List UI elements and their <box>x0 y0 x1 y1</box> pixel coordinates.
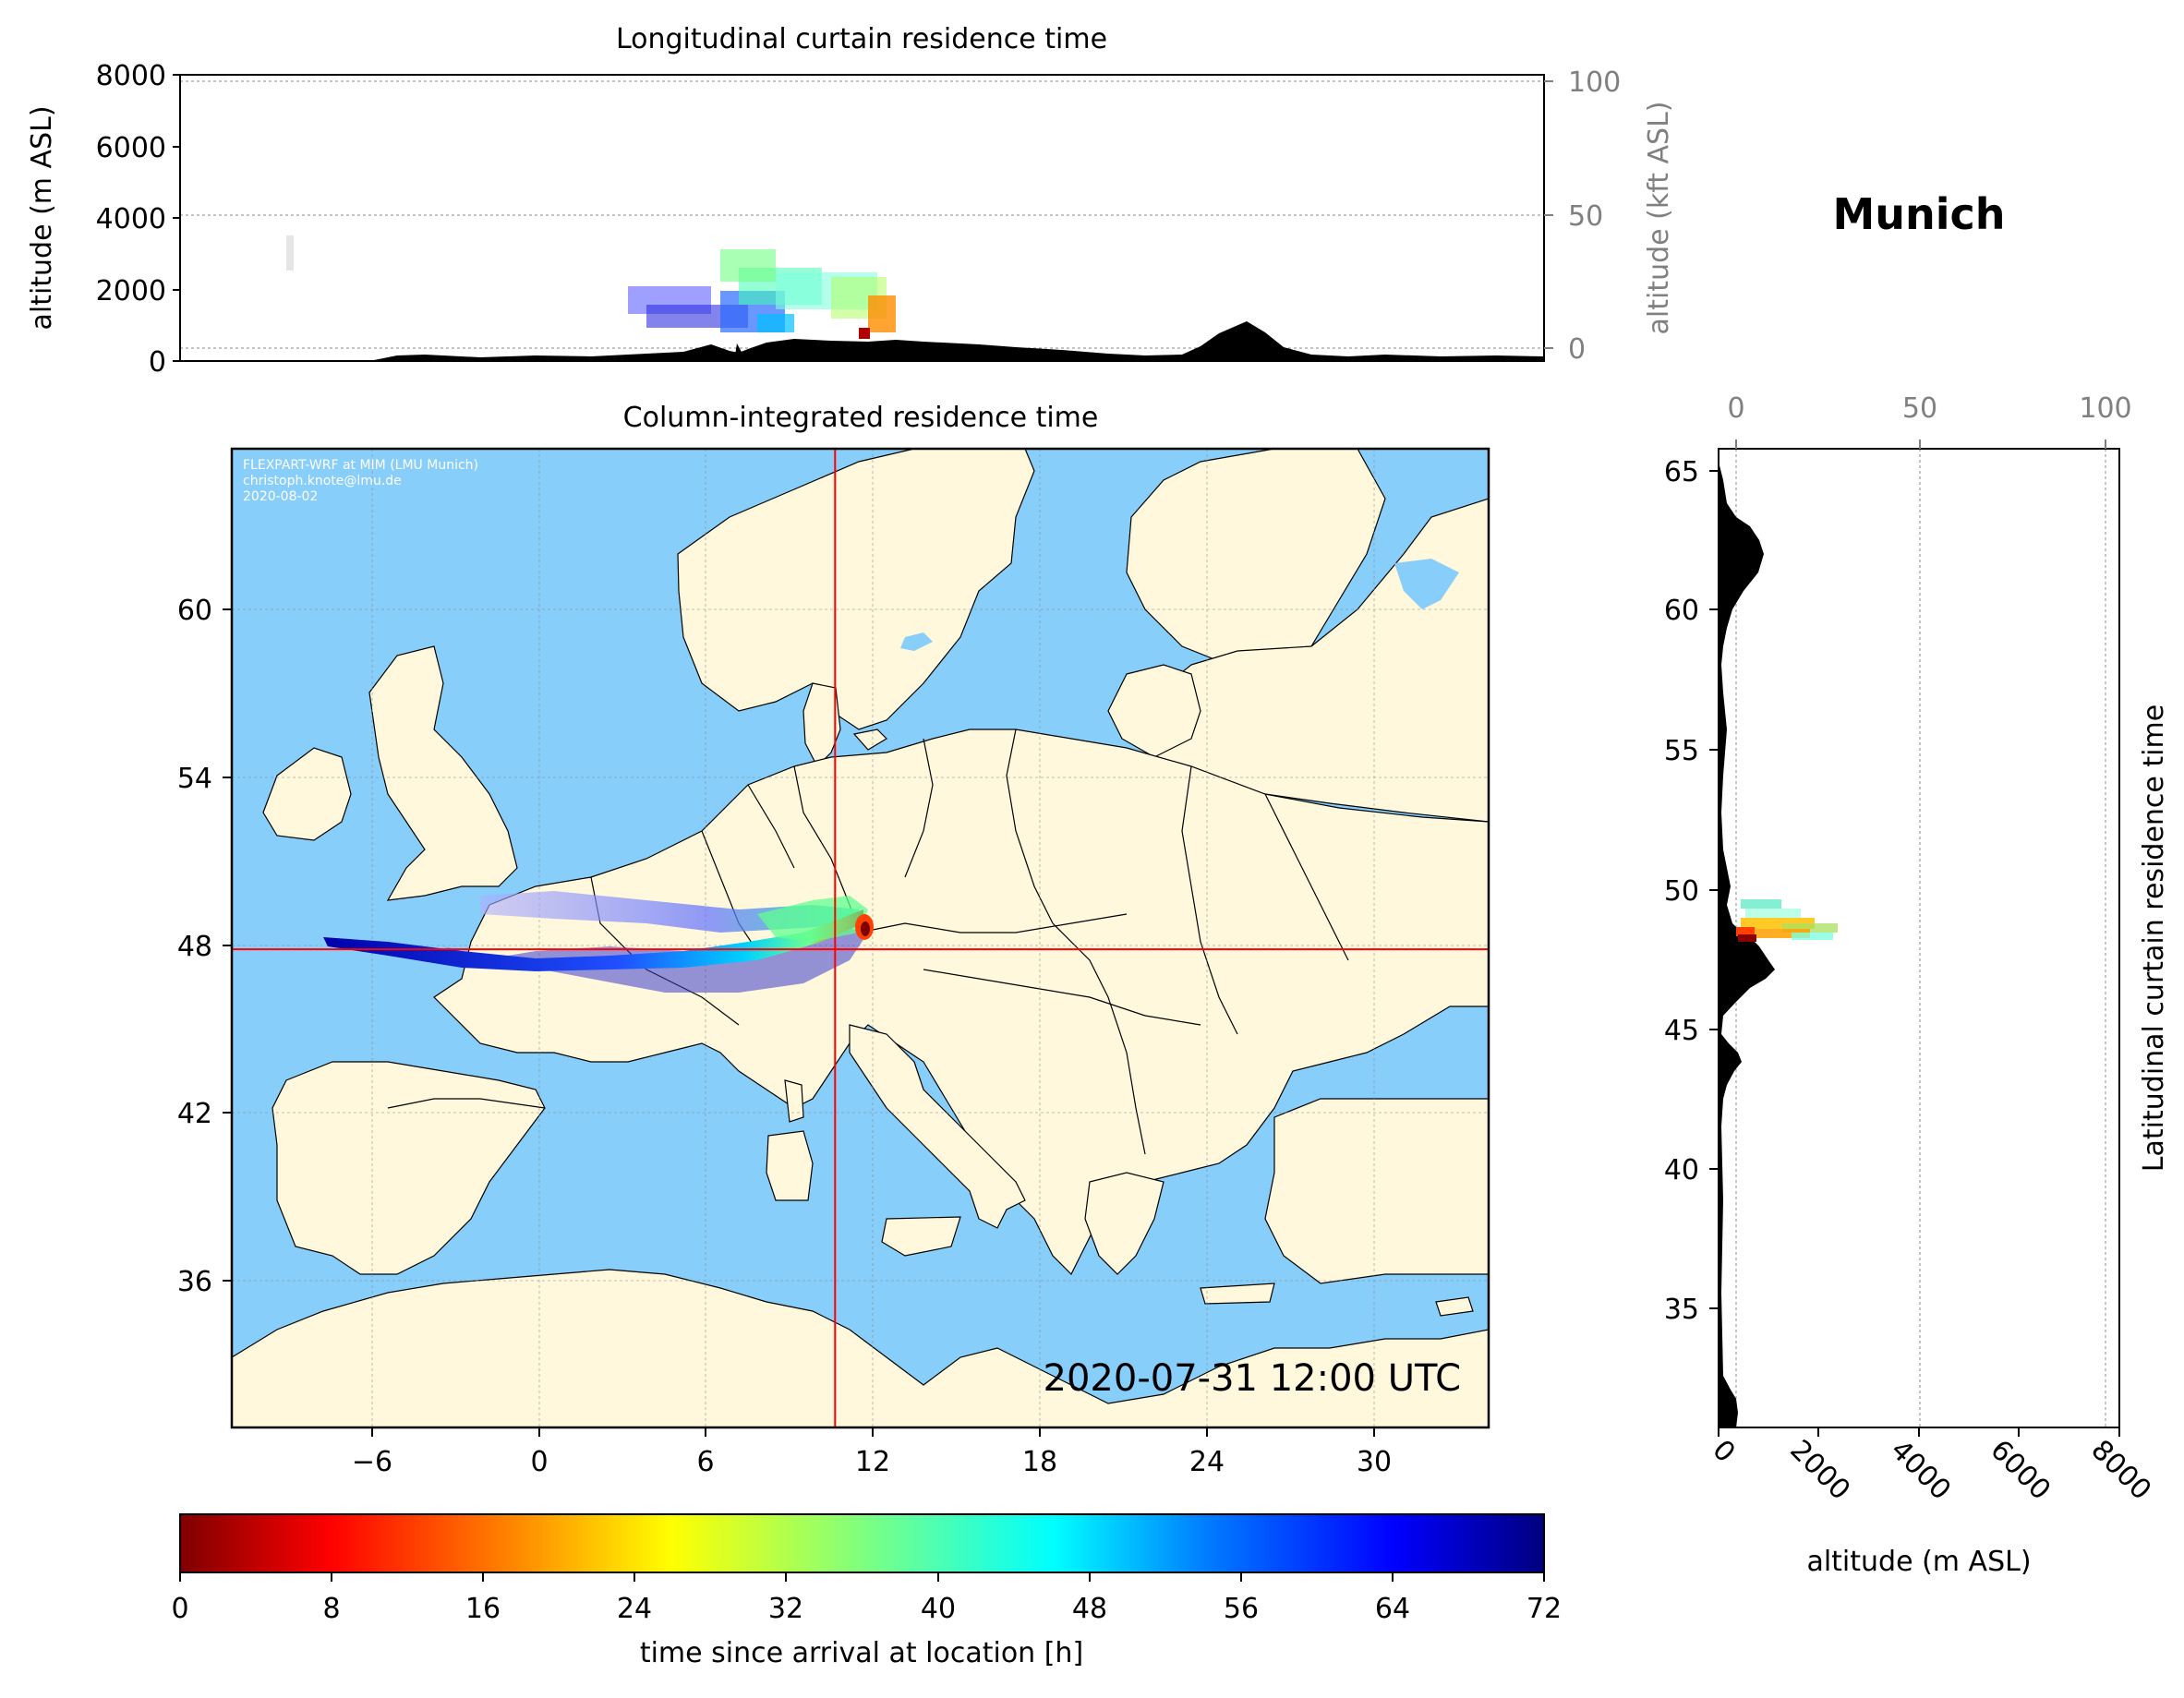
colorbar: 0 8 16 24 32 40 48 56 64 72 time since a… <box>171 1513 1562 1669</box>
side-xtick-bottom-label: 0 <box>1706 1434 1741 1469</box>
map-yticks: 36 42 48 54 60 <box>177 595 232 1298</box>
side-ytick-label: 55 <box>1664 735 1699 767</box>
map-timestamp: 2020-07-31 12:00 UTC <box>1044 1357 1461 1400</box>
top-ytick-label: 2000 <box>96 275 166 307</box>
top-ylabel: altitude (m ASL) <box>26 105 58 330</box>
map-gridlines <box>232 449 1489 1427</box>
scandinavia <box>677 449 1035 730</box>
side-ytick-label: 35 <box>1664 1294 1699 1326</box>
colorbar-ticks: 0 8 16 24 32 40 48 56 64 72 <box>171 1572 1562 1625</box>
colorbar-tick-label: 64 <box>1375 1593 1410 1625</box>
side-ytick-label: 50 <box>1664 875 1699 908</box>
lake-vanern <box>900 632 933 651</box>
top-ytick-label: 8000 <box>96 60 166 92</box>
credit-line: FLEXPART-WRF at MIM (LMU Munich) <box>243 458 478 473</box>
map-xtick-label: 18 <box>1022 1446 1057 1478</box>
colorbar-tick-label: 0 <box>171 1593 188 1625</box>
side-xtick-bottom-label: 4000 <box>1884 1434 1957 1507</box>
longitudinal-curtain-panel: Longitudinal curtain residence time <box>26 23 1675 379</box>
map-title: Column-integrated residence time <box>623 402 1099 434</box>
map-xtick-label: 30 <box>1357 1446 1392 1478</box>
map-panel: Column-integrated residence time <box>177 402 1490 1478</box>
map-plume <box>323 891 874 993</box>
turkey <box>1264 1098 1489 1284</box>
cyprus <box>1435 1296 1474 1317</box>
iberia <box>271 1061 546 1275</box>
colorbar-tick-label: 56 <box>1224 1593 1259 1625</box>
map-ytick-label: 54 <box>177 763 212 795</box>
map-ytick-label: 48 <box>177 931 212 963</box>
side-ytick-label: 40 <box>1664 1154 1699 1186</box>
side-xticks-top: 0 50 100 <box>1727 392 2132 449</box>
side-xlabel: altitude (m ASL) <box>1806 1546 2031 1578</box>
map-credit: FLEXPART-WRF at MIM (LMU Munich) christo… <box>243 458 478 504</box>
side-terrain <box>1719 462 1775 1427</box>
side-xtick-top-label: 0 <box>1727 392 1744 425</box>
map-ytick-label: 36 <box>177 1266 212 1298</box>
side-panel-title: Latitudinal curtain residence time <box>2138 704 2170 1172</box>
top-ytick-right-label: 0 <box>1568 333 1586 366</box>
colorbar-tick-label: 16 <box>465 1593 501 1625</box>
side-xticks-bottom: 0 2000 4000 6000 8000 <box>1706 1427 2157 1507</box>
top-ytick-label: 6000 <box>96 132 166 164</box>
top-ytick-label: 0 <box>149 346 166 379</box>
top-yticks-right: 0 50 100 <box>1544 66 1621 366</box>
side-xtick-top-label: 50 <box>1902 392 1937 425</box>
italy <box>849 1024 1026 1229</box>
great-britain <box>368 645 518 901</box>
sardinia <box>766 1130 814 1201</box>
colorbar-tick-label: 24 <box>617 1593 652 1625</box>
map-xticks: −6 0 6 12 18 24 30 <box>352 1427 1392 1478</box>
map-xtick-label: 12 <box>855 1446 890 1478</box>
corsica <box>784 1079 804 1123</box>
top-terrain <box>180 321 1544 361</box>
map-xtick-label: 24 <box>1189 1446 1225 1478</box>
location-title: Munich <box>1832 189 2005 239</box>
finland <box>1126 449 1386 666</box>
colorbar-tick-label: 72 <box>1526 1593 1562 1625</box>
latitudinal-curtain-panel: 35 40 45 50 55 60 65 0 50 100 0 2000 400… <box>1664 392 2170 1578</box>
side-ytick-label: 60 <box>1664 595 1699 627</box>
top-panel-title: Longitudinal curtain residence time <box>616 23 1107 55</box>
colorbar-tick-label: 40 <box>921 1593 956 1625</box>
ireland <box>262 747 352 841</box>
colorbar-gradient <box>179 1513 1545 1573</box>
top-ytick-label: 4000 <box>96 203 166 235</box>
colorbar-label: time since arrival at location [h] <box>640 1637 1083 1669</box>
lake-ladoga <box>1394 559 1459 609</box>
greece <box>1084 1172 1164 1275</box>
baltics <box>1107 664 1201 758</box>
top-ytick-right-label: 100 <box>1568 66 1621 99</box>
side-ytick-label: 65 <box>1664 456 1699 488</box>
credit-line: christoph.knote@lmu.de <box>243 474 402 488</box>
colorbar-tick-label: 48 <box>1072 1593 1107 1625</box>
map-ytick-label: 60 <box>177 595 212 627</box>
map-xtick-label: 0 <box>530 1446 548 1478</box>
top-ylabel-right: altitude (kft ASL) <box>1643 101 1675 334</box>
top-ytick-right-label: 50 <box>1568 200 1603 233</box>
side-xtick-bottom-label: 6000 <box>1984 1434 2057 1507</box>
north-africa <box>232 1269 1489 1427</box>
side-xtick-top-label: 100 <box>2079 392 2131 425</box>
side-xtick-bottom-label: 8000 <box>2084 1434 2157 1507</box>
map-xtick-label: 6 <box>696 1446 714 1478</box>
side-ytick-label: 45 <box>1664 1015 1699 1047</box>
side-curtain-plume <box>1736 899 1838 942</box>
credit-line: 2020-08-02 <box>243 489 318 504</box>
sicily <box>881 1216 961 1257</box>
top-yticks: 0 2000 4000 6000 8000 <box>96 60 180 379</box>
map-xtick-label: −6 <box>352 1446 392 1478</box>
map-ytick-label: 42 <box>177 1098 212 1130</box>
side-yticks: 35 40 45 50 55 60 65 <box>1664 456 1719 1326</box>
colorbar-tick-label: 8 <box>322 1593 340 1625</box>
crete <box>1200 1283 1275 1305</box>
colorbar-tick-label: 32 <box>768 1593 803 1625</box>
map-frame <box>230 447 1490 1429</box>
top-curtain-plume <box>286 235 896 339</box>
side-xtick-bottom-label: 2000 <box>1783 1434 1856 1507</box>
